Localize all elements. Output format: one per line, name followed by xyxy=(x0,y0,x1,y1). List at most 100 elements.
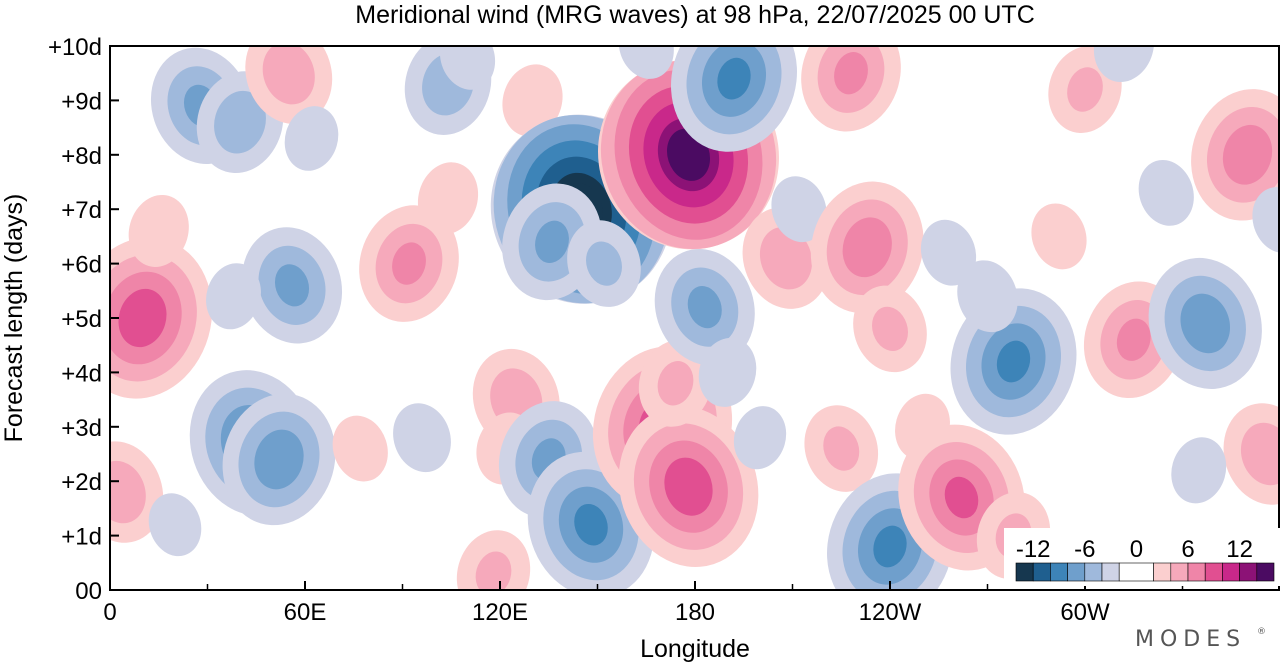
contour-level xyxy=(698,337,757,407)
contour-level xyxy=(957,260,1018,333)
contour-level xyxy=(586,241,622,286)
wind-anomaly-cell xyxy=(502,64,563,137)
x-tick-label: 60W xyxy=(1060,599,1110,626)
contour-level xyxy=(1222,124,1273,185)
contour-level xyxy=(128,194,189,267)
colorbar-swatch xyxy=(1256,562,1275,582)
contour-level xyxy=(944,476,979,519)
plot-mask xyxy=(0,590,1280,664)
y-tick-label: +2d xyxy=(61,469,102,496)
contour-level xyxy=(274,264,310,307)
wind-anomaly-cell xyxy=(245,22,333,124)
colorbar-swatch xyxy=(1187,562,1206,582)
colorbar-tick-label: 12 xyxy=(1226,536,1253,563)
wind-anomaly-cell xyxy=(957,260,1018,333)
wind-anomaly-cell xyxy=(567,220,641,307)
colorbar-swatch xyxy=(1222,562,1240,582)
contour-level xyxy=(214,90,266,154)
colorbar-swatch xyxy=(1153,562,1172,582)
wind-anomaly-cell xyxy=(128,194,189,267)
wind-anomaly-cell xyxy=(417,162,479,235)
contour-level xyxy=(475,551,512,596)
y-axis-label: Forecast length (days) xyxy=(0,194,28,443)
x-tick-label: 120E xyxy=(472,599,528,626)
wind-anomaly-cell xyxy=(222,393,336,526)
chart-title: Meridional wind (MRG waves) at 98 hPa, 2… xyxy=(355,1,1035,29)
y-tick-label: +1d xyxy=(61,524,102,551)
contour-level xyxy=(657,361,694,406)
contour-level xyxy=(996,340,1031,383)
contour-level xyxy=(771,176,827,243)
modes-logo-mark: ® xyxy=(1257,627,1272,637)
contour-level xyxy=(1067,67,1103,112)
contour-level xyxy=(842,217,892,278)
wind-anomaly-cell xyxy=(1171,437,1227,504)
contour-field xyxy=(72,5,1280,620)
x-tick-label: 120W xyxy=(859,599,922,626)
contour-level xyxy=(254,429,304,490)
wind-anomaly-cell xyxy=(359,205,459,322)
contour-level xyxy=(920,219,977,286)
contour-level xyxy=(1116,318,1151,361)
wind-anomaly-cell xyxy=(733,406,787,470)
contour-level xyxy=(759,226,813,290)
wind-anomaly-cell xyxy=(1138,159,1194,226)
colorbar-tick-label: -6 xyxy=(1074,536,1095,563)
contour-level xyxy=(535,220,569,264)
contour-level xyxy=(332,415,388,482)
contour-level xyxy=(1031,203,1087,270)
contour-level xyxy=(574,503,608,546)
contour-level xyxy=(1138,159,1194,226)
contour-level xyxy=(502,64,563,137)
colorbar-swatch xyxy=(1015,562,1034,582)
wind-anomaly-cell xyxy=(771,176,827,243)
y-tick-label: +7d xyxy=(61,197,102,224)
y-tick-label: +3d xyxy=(61,415,102,442)
plot-mask xyxy=(0,0,110,664)
wind-anomaly-cell xyxy=(920,219,977,286)
wind-anomaly-cell xyxy=(332,415,388,482)
modes-logo: MODES xyxy=(1135,627,1246,652)
wind-anomaly-cell xyxy=(241,227,343,344)
wind-anomaly-cell xyxy=(393,403,451,473)
colorbar-legend: -12 -6 0 6 12 xyxy=(1004,528,1280,586)
colorbar-swatch xyxy=(1050,562,1068,582)
contour-level xyxy=(873,525,907,568)
colorbar-tick-label: 6 xyxy=(1181,536,1194,563)
contour-level xyxy=(206,263,261,330)
wind-anomaly-cell xyxy=(804,405,879,492)
contour-level xyxy=(392,242,426,285)
wind-anomaly-cell xyxy=(1223,403,1280,505)
contour-level xyxy=(717,57,751,100)
contour-level xyxy=(834,52,868,95)
y-tick-label: +8d xyxy=(61,143,102,170)
y-tick-label: +9d xyxy=(61,88,102,115)
wind-anomaly-cell xyxy=(1031,203,1087,270)
wind-anomaly-cell xyxy=(698,337,757,407)
wind-anomaly-cell xyxy=(950,288,1077,435)
y-tick-label: +10d xyxy=(48,34,102,61)
x-tick-label: 60E xyxy=(284,599,327,626)
wind-anomaly-cell xyxy=(148,493,202,557)
contour-level xyxy=(872,306,908,352)
contour-level xyxy=(687,286,722,329)
wind-anomaly-cell xyxy=(1148,257,1262,389)
contour-level xyxy=(148,493,202,557)
y-tick-label: +6d xyxy=(61,252,102,279)
plot-mask xyxy=(0,0,1280,46)
wind-anomaly-cell xyxy=(810,181,924,314)
contour-level xyxy=(1180,293,1231,354)
y-tick-label: 00 xyxy=(75,578,102,605)
contour-level xyxy=(417,162,479,235)
contour-level xyxy=(733,406,787,470)
colorbar-tick-label: 0 xyxy=(1130,536,1143,563)
colorbar-tick-label: -12 xyxy=(1016,536,1051,563)
contour-level xyxy=(664,457,713,516)
wind-anomaly-cell xyxy=(853,285,927,373)
colorbar-swatch xyxy=(1170,562,1189,582)
colorbar-swatch xyxy=(1204,562,1223,582)
x-tick-label: 180 xyxy=(675,599,715,626)
wind-anomaly-cell xyxy=(206,263,261,330)
